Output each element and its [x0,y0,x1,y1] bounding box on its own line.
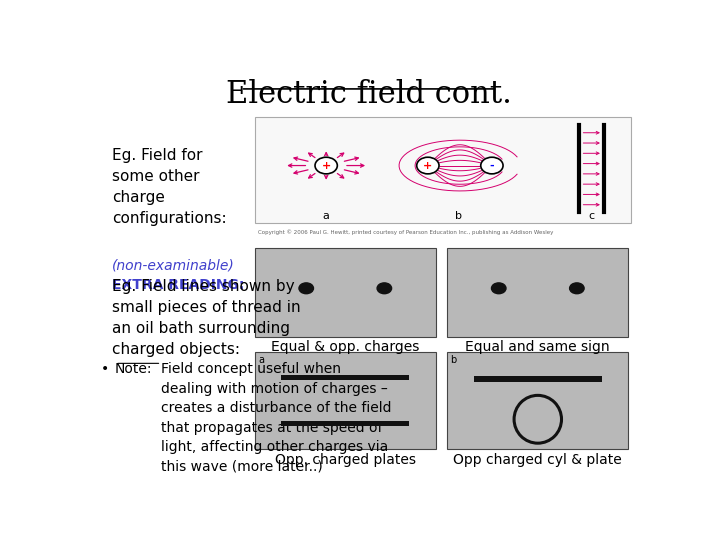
Text: (non-examinable): (non-examinable) [112,258,235,272]
Text: b: b [451,355,456,365]
Circle shape [481,157,503,174]
Text: Eg. Field lines shown by
small pieces of thread in
an oil bath surrounding
charg: Eg. Field lines shown by small pieces of… [112,279,301,357]
Text: a: a [323,211,330,221]
Text: b: b [454,211,462,221]
Bar [474,376,602,382]
Bar [281,421,410,426]
Circle shape [299,283,313,294]
Text: Electric field cont.: Electric field cont. [226,79,512,110]
Text: +: + [322,160,330,171]
Text: Eg. Field for
some other
charge
configurations:: Eg. Field for some other charge configur… [112,148,227,226]
Text: +: + [423,160,433,171]
Text: •: • [101,362,109,376]
Circle shape [315,157,338,174]
Circle shape [492,283,506,294]
Text: Field concept useful when
dealing with motion of charges –
creates a disturbance: Field concept useful when dealing with m… [161,362,392,474]
Text: Opp. charged plates: Opp. charged plates [275,453,415,467]
Text: Equal and same sign: Equal and same sign [466,341,610,354]
Circle shape [377,283,392,294]
Text: Copyright © 2006 Paul G. Hewitt, printed courtesy of Pearson Education Inc., pub: Copyright © 2006 Paul G. Hewitt, printed… [258,229,553,235]
FancyBboxPatch shape [255,352,436,449]
Text: Equal & opp. charges: Equal & opp. charges [271,341,420,354]
Text: -: - [490,160,494,171]
Circle shape [417,157,439,174]
FancyBboxPatch shape [447,248,629,337]
Text: c: c [589,211,595,221]
FancyBboxPatch shape [255,248,436,337]
Bar [281,375,410,380]
Circle shape [570,283,584,294]
Text: Note:: Note: [115,362,153,376]
Text: EXTRA READING:: EXTRA READING: [112,278,245,292]
FancyBboxPatch shape [447,352,629,449]
FancyBboxPatch shape [255,117,631,223]
Text: a: a [258,355,264,365]
Text: Opp charged cyl & plate: Opp charged cyl & plate [454,453,622,467]
